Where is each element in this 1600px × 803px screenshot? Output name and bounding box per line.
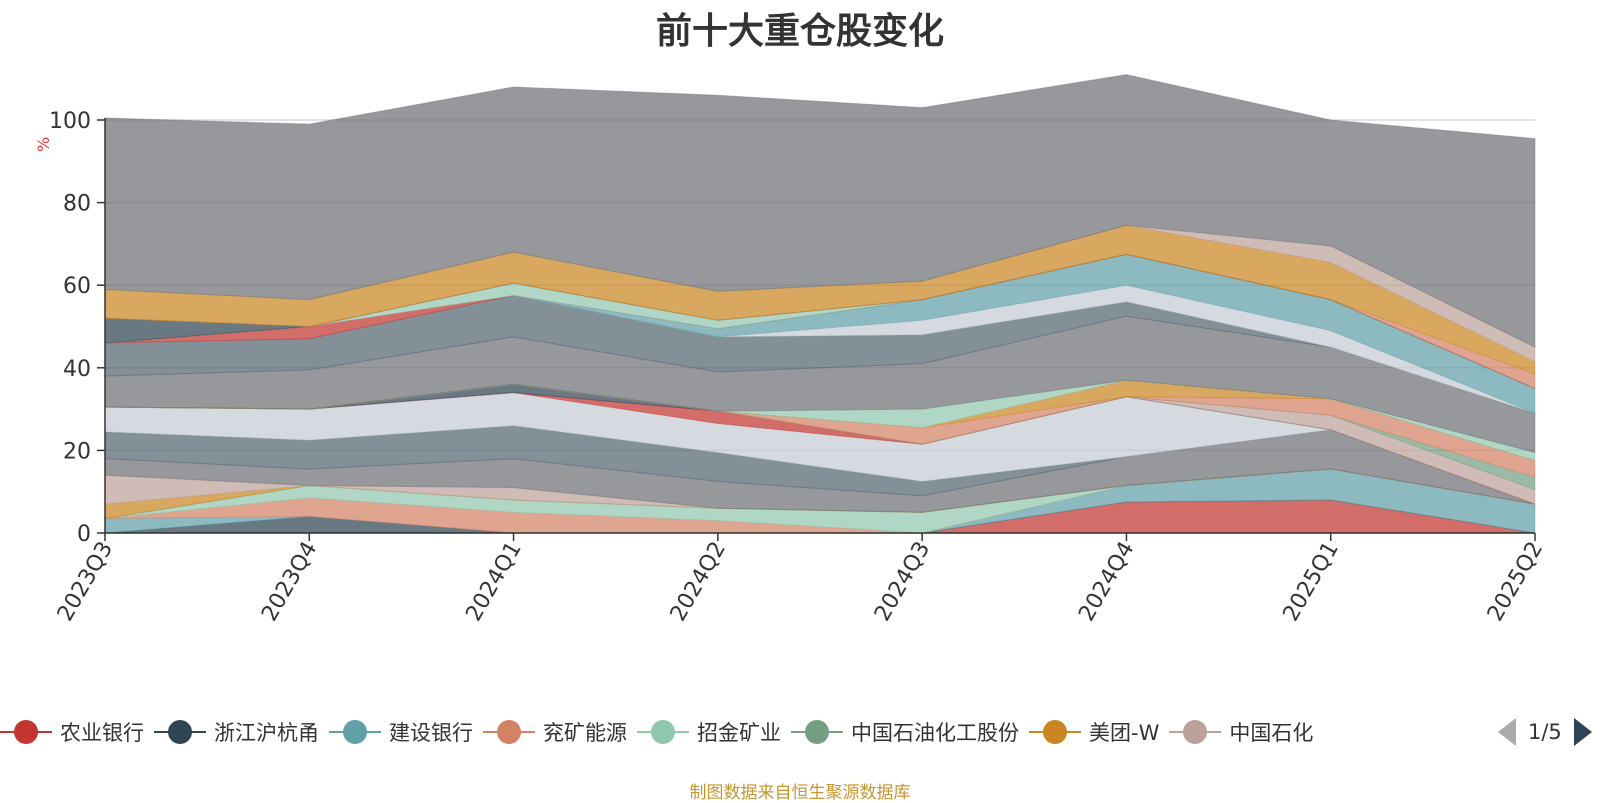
legend-page-indicator: 1/5 <box>1528 720 1562 744</box>
legend-label: 美团-W <box>1089 721 1160 745</box>
legend-label: 招金矿业 <box>697 721 781 745</box>
area-series-13 <box>104 383 1536 505</box>
y-axis-unit-label: % <box>34 136 53 152</box>
area-series-19 <box>104 295 1536 414</box>
y-tick-label: 20 <box>63 439 91 464</box>
legend-item[interactable]: 建设银行 <box>329 712 473 752</box>
area-series-9 <box>104 425 1536 505</box>
legend-item[interactable]: 农业银行 <box>0 712 144 752</box>
y-tick-label: 40 <box>63 357 91 382</box>
legend-label: 兖矿能源 <box>543 721 627 745</box>
area-series-27 <box>104 224 1536 363</box>
legend-label: 浙江沪杭甬 <box>214 721 319 745</box>
x-tick-label: 2023Q4 <box>257 538 322 626</box>
area-series-26 <box>104 224 1536 375</box>
x-tick-label: 2024Q4 <box>1074 538 1139 626</box>
legend-label: 农业银行 <box>60 721 144 745</box>
area-series-7 <box>104 468 1536 513</box>
chart-plot: 0 20 40 60 80 100 2023Q3 2023Q4 2024Q1 2024Q2 2024… <box>49 74 1548 626</box>
area-series-18 <box>104 315 1536 454</box>
legend-marker-icon <box>1169 717 1222 747</box>
legend-marker-icon <box>483 717 535 747</box>
legend-prev-page-button[interactable] <box>1498 718 1516 746</box>
area-series-6 <box>104 468 1536 520</box>
legend-item[interactable]: 美团-W <box>1029 712 1159 752</box>
x-tick-label: 2025Q2 <box>1483 538 1548 626</box>
area-series-28 <box>104 74 1536 348</box>
x-tick-label: 2024Q3 <box>870 538 935 626</box>
area-series-17 <box>104 379 1536 462</box>
legend-marker-icon <box>329 717 381 747</box>
y-tick-label: 80 <box>63 192 91 217</box>
y-tick-label: 0 <box>77 522 91 547</box>
x-tick-label: 2024Q1 <box>461 538 526 626</box>
legend-item[interactable]: 中国石化 <box>1169 712 1313 752</box>
legend-label: 中国石油化工股份 <box>851 721 1019 745</box>
legend-next-page-button[interactable] <box>1573 718 1592 746</box>
legend-pager: 1/5 <box>1498 712 1592 752</box>
area-series-25 <box>104 253 1536 390</box>
area-series-15 <box>104 383 1536 478</box>
area-series-8 <box>104 429 1536 513</box>
legend: 农业银行 浙江沪杭甬 建设银行 兖矿能源 招金矿业 中国石油化工股份 美团-W 中国石化 <box>0 712 1480 752</box>
y-tick-label: 100 <box>49 109 91 134</box>
area-series-10 <box>104 392 1536 505</box>
legend-item[interactable]: 中国石油化工股份 <box>791 712 1019 752</box>
legend-marker-icon <box>791 717 843 747</box>
legend-item[interactable]: 招金矿业 <box>637 712 781 752</box>
legend-label: 中国石化 <box>1229 721 1314 745</box>
y-tick-label: 60 <box>63 274 91 299</box>
legend-marker-icon <box>154 717 206 747</box>
x-tick-label: 2023Q3 <box>53 538 118 626</box>
legend-marker-icon <box>637 717 689 747</box>
legend-marker-icon <box>1029 717 1081 747</box>
legend-item[interactable]: 兖矿能源 <box>483 712 627 752</box>
source-note: 制图数据来自恒生聚源数据库 <box>689 783 911 803</box>
x-tick-label: 2024Q2 <box>666 538 731 626</box>
x-tick-label: 2025Q1 <box>1279 538 1344 626</box>
area-series-14 <box>104 383 1536 491</box>
chart-title: 前十大重仓股变化 <box>655 11 944 52</box>
legend-marker-icon <box>0 717 52 747</box>
legend-item[interactable]: 浙江沪杭甬 <box>154 712 319 752</box>
legend-label: 建设银行 <box>389 721 473 745</box>
area-series-21 <box>104 253 1536 414</box>
